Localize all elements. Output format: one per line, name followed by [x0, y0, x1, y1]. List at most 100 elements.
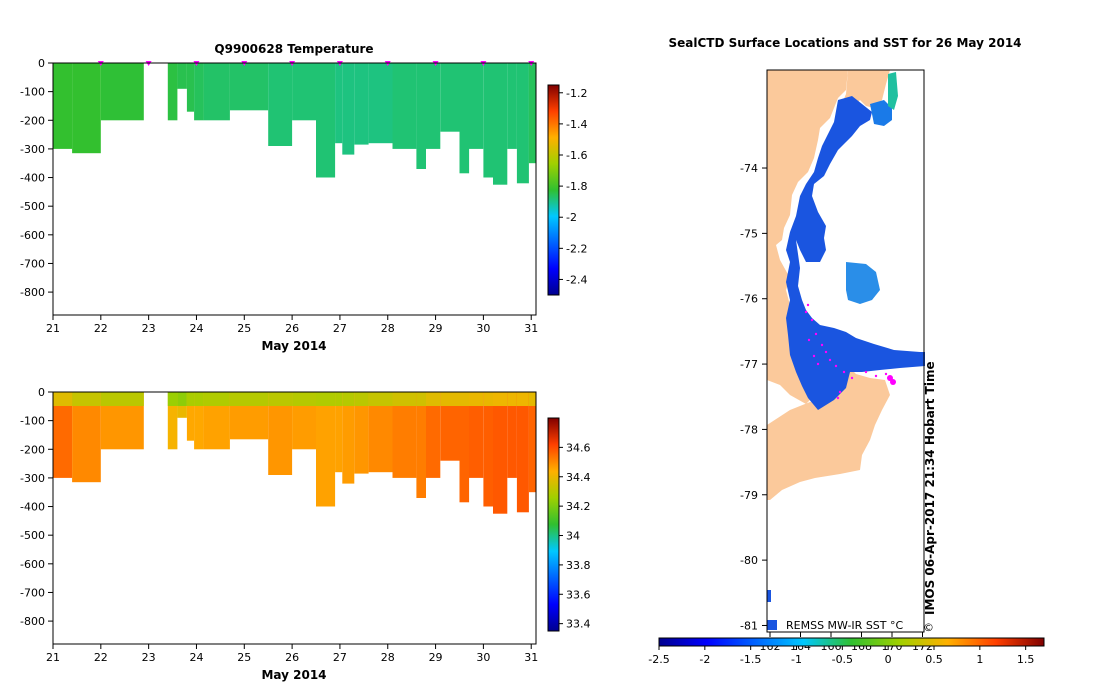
temperature-profile-cell-10 — [292, 63, 316, 121]
salinity-surface-cell-2 — [100, 392, 144, 406]
salinity-colorbar — [547, 417, 560, 632]
y-tick-label: -600 — [20, 558, 45, 571]
seal-position-6 — [816, 362, 820, 366]
y-tick-label: -400 — [20, 501, 45, 514]
y-tick-label: 0 — [38, 57, 45, 70]
map-frame — [766, 69, 925, 633]
x-tick-label: 23 — [142, 322, 156, 335]
seal-position-1 — [810, 318, 814, 322]
seal-position-10 — [864, 370, 868, 374]
colorbar-tick-label: 34.4 — [566, 471, 591, 484]
sst-colorbar-tick-label: 1 — [976, 653, 983, 666]
sst-field-edge — [767, 590, 771, 602]
x-tick-label: 21 — [46, 322, 60, 335]
temperature-profile-cell-12 — [335, 63, 343, 144]
salinity-surface-cell-1 — [72, 392, 101, 406]
temperature-colorbar-ticks: -1.2 -1.4 -1.6 -1.8 -2 -2.2 -2.4 — [559, 87, 587, 286]
seal-position-9 — [850, 376, 854, 380]
salinity-profile-cell-13 — [342, 392, 355, 484]
salinity-surface-cell-6 — [194, 392, 204, 406]
salinity-surface-cell-9 — [268, 392, 293, 406]
salinity-colorbar-ticks: 34.6 34.4 34.2 34 33.8 33.6 33.4 — [559, 441, 591, 631]
salinity-profile-cell-6 — [194, 392, 204, 450]
seal-position-2 — [814, 332, 818, 336]
sst-colorbar-tick-label: 0 — [885, 653, 892, 666]
salinity-surface-cell-11 — [316, 392, 336, 406]
salinity-surface-cell-14 — [354, 392, 369, 406]
sst-field-main — [786, 96, 925, 410]
temperature-x-axis: 21 22 23 24 25 26 27 28 29 30 31 — [46, 315, 538, 335]
x-tick-label: 31 — [524, 651, 538, 664]
lat-tick-label: -80 — [740, 554, 758, 567]
salinity-surface-cell-0 — [53, 392, 73, 406]
colorbar-tick-label: 33.8 — [566, 559, 591, 572]
salinity-surface-cell-12 — [335, 392, 343, 406]
salinity-surface-cell-13 — [342, 392, 355, 406]
salinity-profile-cell-12 — [335, 392, 343, 473]
lat-tick-label: -78 — [740, 423, 758, 436]
salinity-surface-cell-10 — [292, 392, 316, 406]
temperature-profile-cell-17 — [416, 63, 426, 169]
colorbar-tick-label: -2.2 — [566, 242, 587, 255]
sst-colorbar-tick-label: -2 — [699, 653, 710, 666]
x-tick-label: 21 — [46, 651, 60, 664]
x-tick-label: 29 — [429, 651, 443, 664]
x-tick-label: 30 — [476, 651, 490, 664]
y-tick-label: -800 — [20, 615, 45, 628]
sst-colorbar-tick-label: -0.5 — [832, 653, 853, 666]
colorbar-tick-label: -1.4 — [566, 118, 587, 131]
salinity-surface-cell-25 — [516, 392, 529, 406]
y-tick-label: -300 — [20, 472, 45, 485]
salinity-x-label: May 2014 — [261, 668, 326, 682]
salinity-surface-cell-8 — [229, 392, 269, 406]
colorbar-tick-label: 34.2 — [566, 500, 591, 513]
salinity-surface-cell-22 — [483, 392, 493, 406]
temperature-profile-cell-5 — [186, 63, 195, 112]
colorbar-tick-label: -2.4 — [566, 273, 587, 286]
salinity-profile-cell-1 — [72, 392, 101, 483]
x-tick-label: 27 — [333, 651, 347, 664]
seal-position-12 — [884, 372, 888, 376]
temperature-y-axis: 0 -100 -200 -300 -400 -500 -600 -700 -800 — [20, 57, 53, 299]
colorbar-tick-label: -1.6 — [566, 149, 587, 162]
temperature-profile-cell-20 — [459, 63, 470, 174]
seal-position-11 — [874, 374, 878, 378]
salinity-surface-cell-4 — [177, 392, 187, 406]
salinity-panel: 21 22 23 24 25 26 27 28 29 30 31 0 -100 -200 -300 -400… — [20, 386, 590, 682]
salinity-surface-cell-21 — [469, 392, 484, 406]
salinity-profile-cell-16 — [392, 392, 417, 478]
imos-timestamp: IMOS 06-Apr-2017 21:34 Hobart Time — [923, 361, 937, 615]
y-tick-label: -600 — [20, 229, 45, 242]
x-tick-label: 29 — [429, 322, 443, 335]
salinity-profile-cell-0 — [53, 392, 73, 478]
temperature-panel: Q9900628 Temperature 21 22 23 24 25 26 27 28 29 3… — [20, 42, 587, 353]
y-tick-label: 0 — [38, 386, 45, 399]
salinity-surface-cell-7 — [203, 392, 230, 406]
y-tick-label: -100 — [20, 415, 45, 428]
temperature-profile-cell-11 — [316, 63, 336, 178]
salinity-profile-cell-25 — [516, 392, 529, 513]
x-tick-label: 24 — [189, 322, 203, 335]
salinity-profile-cell-26 — [528, 392, 536, 493]
colorbar-tick-label: -2 — [566, 211, 577, 224]
salinity-surface-cell-20 — [459, 392, 470, 406]
seal-position-14 — [890, 379, 896, 385]
y-tick-label: -700 — [20, 257, 45, 270]
y-tick-label: -100 — [20, 86, 45, 99]
temperature-profile-cell-18 — [426, 63, 441, 149]
map-colorbar-label: REMSS MW-IR SST °C — [786, 619, 904, 632]
sst-colorbar-tick-label: -1 — [791, 653, 802, 666]
copyright-symbol: © — [923, 621, 934, 634]
temperature-profile-cell-2 — [100, 63, 144, 121]
lat-tick-label: -81 — [740, 619, 758, 632]
seal-position-0 — [806, 303, 810, 307]
x-tick-label: 30 — [476, 322, 490, 335]
temperature-profile-cell-19 — [440, 63, 460, 132]
lat-tick-label: -74 — [740, 162, 758, 175]
temperature-profile-cell-1 — [72, 63, 101, 154]
sst-map-panel: SealCTD Surface Locations and SST for 26… — [648, 36, 1045, 666]
sst-colorbar-tick-label: -1.5 — [740, 653, 761, 666]
temperature-profile-cell-24 — [507, 63, 517, 149]
x-tick-label: 25 — [237, 322, 251, 335]
